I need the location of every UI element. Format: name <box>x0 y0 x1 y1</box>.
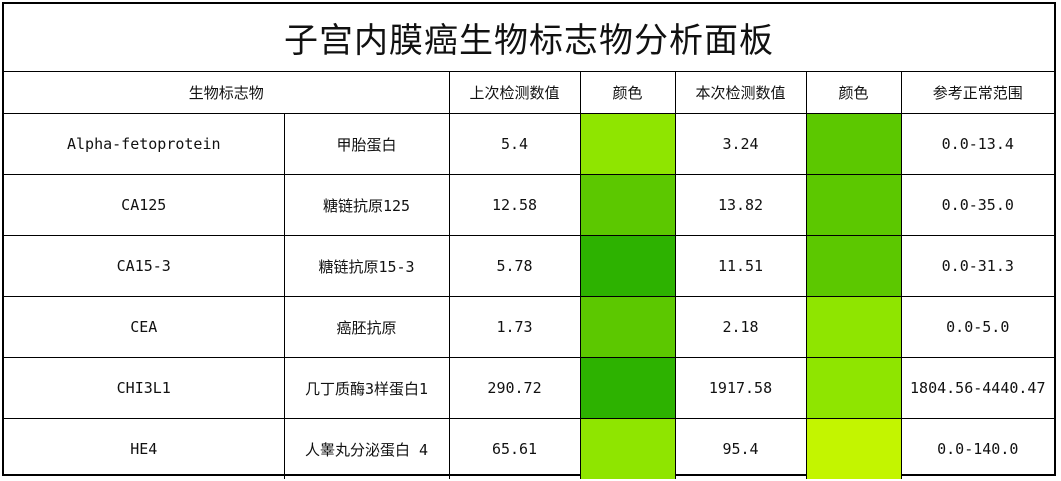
reference-range: 0.0-13.4 <box>900 113 1055 175</box>
previous-color-swatch <box>579 235 676 297</box>
previous-value: 5.4 <box>448 113 581 175</box>
header-current-value: 本次检测数值 <box>674 72 807 114</box>
table-row: CHI3L1 几丁质酶3样蛋白1 290.72 1917.58 1804.56-4440… <box>4 357 1055 419</box>
previous-value: 1.73 <box>448 296 581 358</box>
biomarker-name-en: CEA <box>4 296 285 358</box>
header-reference-range: 参考正常范围 <box>900 72 1055 114</box>
header-previous-color: 颜色 <box>579 72 676 114</box>
current-value: 1917.58 <box>674 357 807 419</box>
previous-color-swatch <box>579 296 676 358</box>
current-color-swatch <box>805 418 902 479</box>
table-row: CA125 糖链抗原125 12.58 13.82 0.0-35.0 <box>4 174 1055 236</box>
biomarker-name-en: CHI3L1 <box>4 357 285 419</box>
reference-range: 1804.56-4440.47 <box>900 357 1055 419</box>
current-color-swatch <box>805 296 902 358</box>
reference-range: 0.0-31.3 <box>900 235 1055 297</box>
previous-color-swatch <box>579 357 676 419</box>
previous-value: 65.61 <box>448 418 581 479</box>
reference-range: 0.0-140.0 <box>900 418 1055 479</box>
header-current-color: 颜色 <box>805 72 902 114</box>
header-biomarker: 生物标志物 <box>4 72 450 114</box>
current-color-swatch <box>805 235 902 297</box>
current-color-swatch <box>805 357 902 419</box>
previous-color-swatch <box>579 113 676 175</box>
table-header-row: 生物标志物 上次检测数值 颜色 本次检测数值 颜色 参考正常范围 <box>4 72 1055 114</box>
biomarker-name-en: CA125 <box>4 174 285 236</box>
current-value: 2.18 <box>674 296 807 358</box>
biomarker-name-cn: 糖链抗原125 <box>283 174 450 236</box>
current-value: 3.24 <box>674 113 807 175</box>
panel-title: 子宫内膜癌生物标志物分析面板 <box>4 4 1054 72</box>
previous-value: 12.58 <box>448 174 581 236</box>
table-row: CA15-3 糖链抗原15-3 5.78 11.51 0.0-31.3 <box>4 235 1055 297</box>
current-value: 11.51 <box>674 235 807 297</box>
biomarker-name-cn: 癌胚抗原 <box>283 296 450 358</box>
current-color-swatch <box>805 174 902 236</box>
previous-value: 5.78 <box>448 235 581 297</box>
biomarker-name-en: HE4 <box>4 418 285 479</box>
biomarker-table: 生物标志物 上次检测数值 颜色 本次检测数值 颜色 参考正常范围 Alpha-f… <box>4 72 1055 479</box>
table-row: CEA 癌胚抗原 1.73 2.18 0.0-5.0 <box>4 296 1055 358</box>
biomarker-name-cn: 糖链抗原15-3 <box>283 235 450 297</box>
table-row: Alpha-fetoprotein 甲胎蛋白 5.4 3.24 0.0-13.4 <box>4 113 1055 175</box>
previous-color-swatch <box>579 418 676 479</box>
current-value: 13.82 <box>674 174 807 236</box>
biomarker-name-cn: 几丁质酶3样蛋白1 <box>283 357 450 419</box>
current-color-swatch <box>805 113 902 175</box>
current-value: 95.4 <box>674 418 807 479</box>
biomarker-name-en: CA15-3 <box>4 235 285 297</box>
biomarker-name-cn: 人睾丸分泌蛋白 4 <box>283 418 450 479</box>
header-previous-value: 上次检测数值 <box>448 72 581 114</box>
biomarker-name-cn: 甲胎蛋白 <box>283 113 450 175</box>
biomarker-name-en: Alpha-fetoprotein <box>4 113 285 175</box>
table-row: HE4 人睾丸分泌蛋白 4 65.61 95.4 0.0-140.0 <box>4 418 1055 479</box>
reference-range: 0.0-35.0 <box>900 174 1055 236</box>
previous-color-swatch <box>579 174 676 236</box>
reference-range: 0.0-5.0 <box>900 296 1055 358</box>
previous-value: 290.72 <box>448 357 581 419</box>
